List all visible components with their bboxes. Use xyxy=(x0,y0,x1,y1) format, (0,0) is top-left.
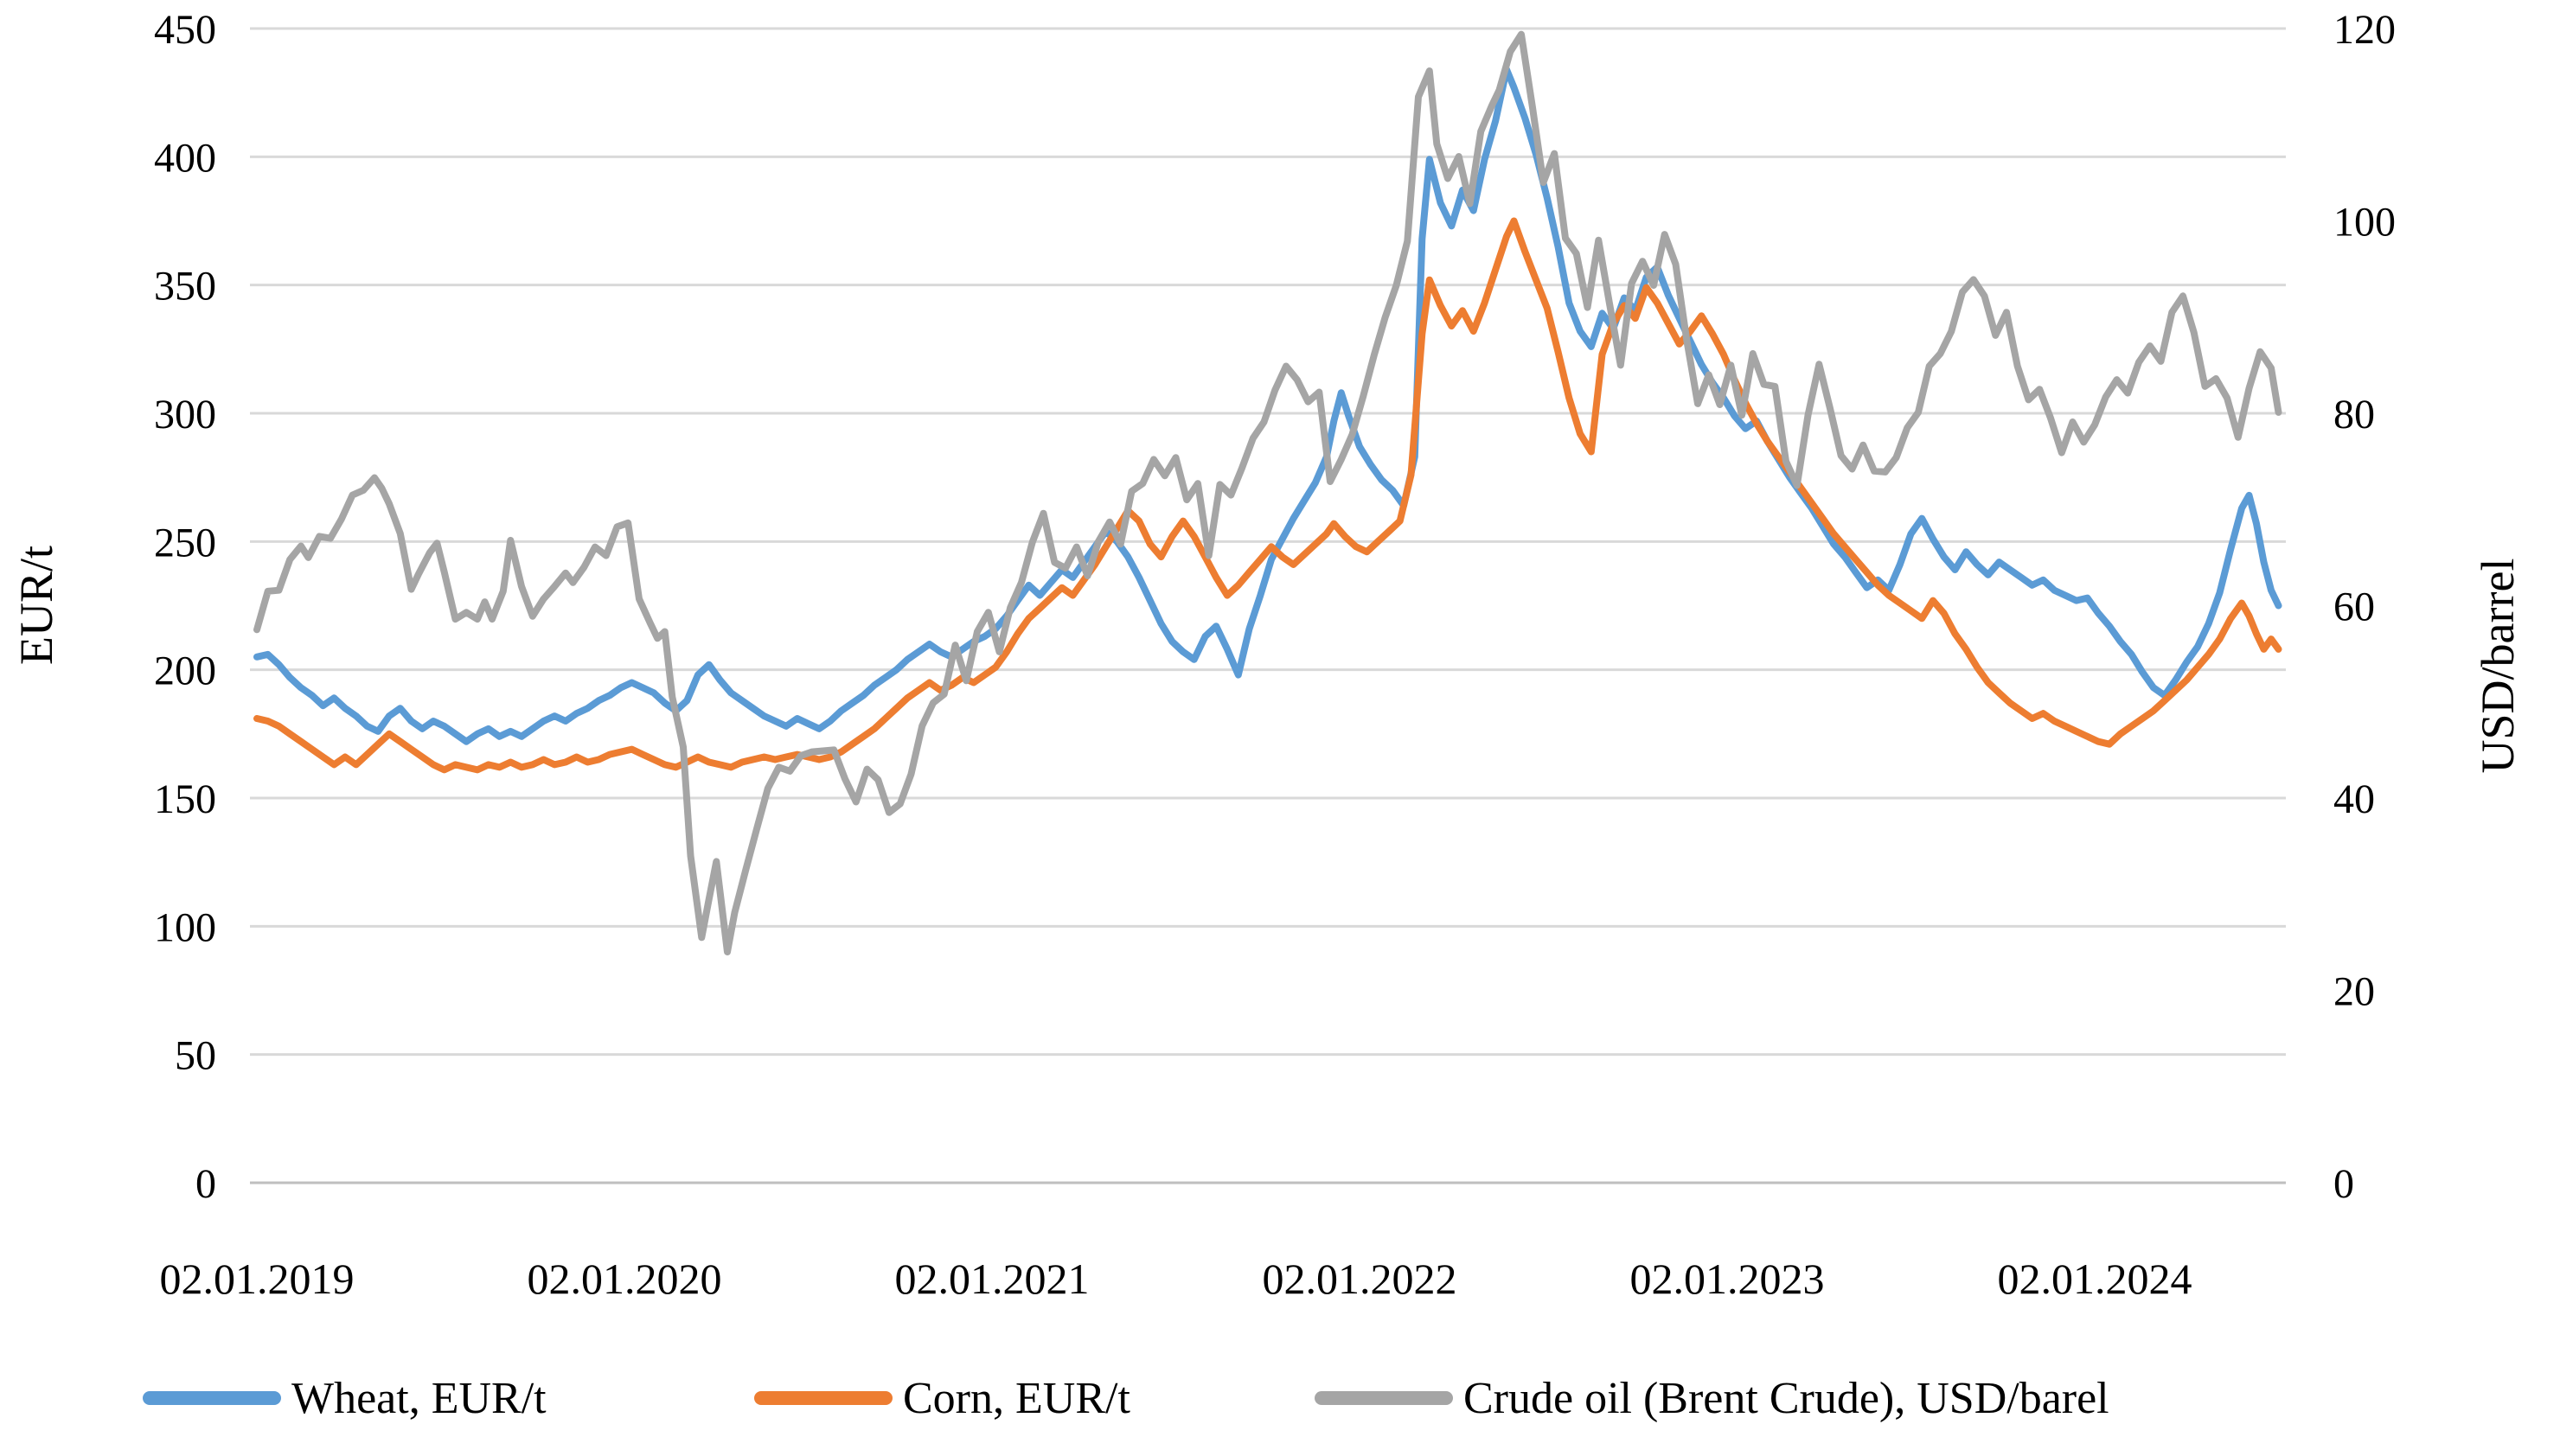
series-line-wheat xyxy=(253,66,2282,745)
corn-line-swatch-icon xyxy=(754,1391,893,1405)
y-right-tick-label: 100 xyxy=(2333,200,2396,246)
legend-item-corn: Corn, EUR/t xyxy=(754,1368,1130,1428)
x-axis-tick-label: 02.01.2024 xyxy=(1998,1255,2192,1303)
y-left-tick-label: 0 xyxy=(195,1161,216,1207)
brent-line-swatch-icon xyxy=(1315,1391,1453,1405)
y-right-tick-label: 60 xyxy=(2333,584,2375,630)
price-chart: 0 50 100 150 200 250 300 350 400 450 0 20 40 60 80 100 1… xyxy=(10,7,2524,1303)
legend-item-brent: Crude oil (Brent Crude), USD/barel xyxy=(1315,1368,2109,1428)
y-left-tick-label: 150 xyxy=(154,776,216,822)
y-right-tick-label: 120 xyxy=(2333,7,2396,53)
x-axis-tick-label: 02.01.2019 xyxy=(160,1255,355,1303)
y-right-tick-label: 0 xyxy=(2333,1161,2354,1207)
y-left-tick-label: 250 xyxy=(154,520,216,565)
chart-legend: Wheat, EUR/t Corn, EUR/t Crude oil (Bren… xyxy=(0,1368,2560,1428)
legend-label-brent: Crude oil (Brent Crude), USD/barel xyxy=(1463,1373,2109,1423)
legend-item-wheat: Wheat, EUR/t xyxy=(143,1368,547,1428)
y-left-axis-title: EUR/t xyxy=(10,546,62,665)
series-lines xyxy=(253,30,2282,955)
y-left-tick-label: 450 xyxy=(154,7,216,53)
y-right-tick-label: 40 xyxy=(2333,776,2375,822)
x-axis-tick-label: 02.01.2023 xyxy=(1630,1255,1825,1303)
y-left-tick-label: 50 xyxy=(175,1033,216,1079)
y-left-tick-label: 400 xyxy=(154,135,216,181)
y-left-tick-label: 300 xyxy=(154,392,216,437)
x-axis-tick-label: 02.01.2020 xyxy=(528,1255,722,1303)
wheat-line-swatch-icon xyxy=(143,1391,281,1405)
y-left-tick-label: 200 xyxy=(154,648,216,694)
y-left-tick-label: 100 xyxy=(154,904,216,950)
gridlines xyxy=(250,27,2286,1185)
x-axis-tick-label: 02.01.2021 xyxy=(895,1255,1090,1303)
legend-label-wheat: Wheat, EUR/t xyxy=(291,1373,547,1423)
legend-label-corn: Corn, EUR/t xyxy=(903,1373,1130,1423)
y-right-axis-title: USD/barrel xyxy=(2472,559,2524,774)
y-right-tick-label: 80 xyxy=(2333,392,2375,437)
axis-tick-labels: 0 50 100 150 200 250 300 350 400 450 0 20 40 60 80 100 1… xyxy=(154,7,2396,1303)
x-axis-tick-label: 02.01.2022 xyxy=(1263,1255,1457,1303)
y-right-tick-label: 20 xyxy=(2333,969,2375,1015)
series-line-brent xyxy=(253,30,2282,955)
y-left-tick-label: 350 xyxy=(154,264,216,310)
series-line-corn xyxy=(253,217,2282,774)
